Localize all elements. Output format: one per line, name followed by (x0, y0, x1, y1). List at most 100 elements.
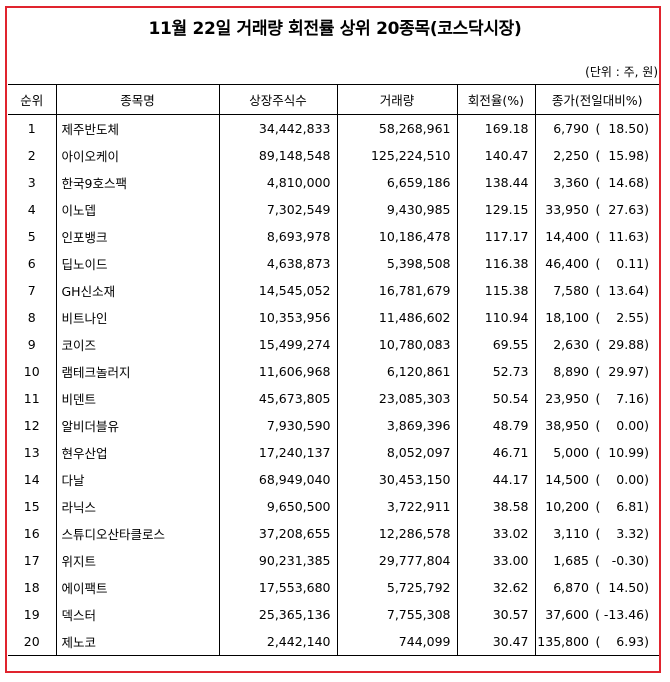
cell-listed-shares: 68,949,040 (218, 466, 338, 493)
close-price: 5,000 (553, 445, 589, 460)
table-body: 1 제주반도체 34,442,833 58,268,961 169.18 6,790 ( 1… (8, 114, 659, 656)
cell-turnover: 50.54 (456, 385, 536, 412)
cell-name: GH신소재 (55, 277, 220, 304)
cell-volume: 10,186,478 (336, 223, 458, 250)
cell-volume: 8,052,097 (336, 439, 458, 466)
cell-name: 코이즈 (55, 331, 220, 358)
close-change: ( 0.00) (595, 472, 649, 487)
cell-close: 7,580 ( 13.64) (534, 277, 659, 304)
cell-listed-shares: 4,810,000 (218, 169, 338, 196)
cell-listed-shares: 89,148,548 (218, 142, 338, 169)
close-change: ( 18.50) (595, 121, 650, 136)
cell-name: 알비더블유 (55, 412, 220, 439)
cell-close: 33,950 ( 27.63) (534, 196, 659, 223)
cell-close: 2,630 ( 29.88) (534, 331, 659, 358)
cell-close: 14,500 ( 0.00) (534, 466, 659, 493)
cell-listed-shares: 45,673,805 (218, 385, 338, 412)
close-price: 46,400 (545, 256, 589, 271)
column-header-turnover: 회전율(%) (456, 84, 536, 115)
cell-listed-shares: 10,353,956 (218, 304, 338, 331)
table-row: 18 에이팩트 17,553,680 5,725,792 32.62 6,870 ( 14.… (8, 574, 659, 601)
cell-volume: 5,725,792 (336, 574, 458, 601)
cell-volume: 3,869,396 (336, 412, 458, 439)
cell-close: 2,250 ( 15.98) (534, 142, 659, 169)
close-change: ( 14.50) (595, 580, 650, 595)
cell-volume: 11,486,602 (336, 304, 458, 331)
cell-rank: 5 (8, 223, 57, 250)
table-row: 9 코이즈 15,499,274 10,780,083 69.55 2,630 ( 29.8… (8, 331, 659, 358)
cell-name: 아이오케이 (55, 142, 220, 169)
cell-rank: 14 (8, 466, 57, 493)
cell-name: 이노뎁 (55, 196, 220, 223)
cell-rank: 12 (8, 412, 57, 439)
table-row: 13 현우산업 17,240,137 8,052,097 46.71 5,000 ( 10.… (8, 439, 659, 466)
cell-name: 덱스터 (55, 601, 220, 628)
cell-rank: 19 (8, 601, 57, 628)
table-row: 3 한국9호스팩 4,810,000 6,659,186 138.44 3,360 ( 14… (8, 169, 659, 196)
cell-listed-shares: 15,499,274 (218, 331, 338, 358)
cell-rank: 6 (8, 250, 57, 277)
ranking-table: 순위 종목명 상장주식수 거래량 회전율(%) 종가(전일대비%) 1 제주반도체… (8, 84, 659, 656)
cell-close: 10,200 ( 6.81) (534, 493, 659, 520)
close-change: ( 6.93) (595, 634, 649, 649)
close-price: 38,950 (545, 418, 589, 433)
cell-volume: 5,398,508 (336, 250, 458, 277)
cell-close: 6,870 ( 14.50) (534, 574, 659, 601)
cell-name: 비트나인 (55, 304, 220, 331)
close-price: 1,685 (553, 553, 589, 568)
cell-turnover: 138.44 (456, 169, 536, 196)
cell-volume: 23,085,303 (336, 385, 458, 412)
close-price: 23,950 (545, 391, 589, 406)
cell-rank: 20 (8, 628, 57, 656)
cell-listed-shares: 11,606,968 (218, 358, 338, 385)
cell-turnover: 115.38 (456, 277, 536, 304)
close-price: 6,870 (553, 580, 589, 595)
table-row: 1 제주반도체 34,442,833 58,268,961 169.18 6,790 ( 1… (8, 114, 659, 142)
close-change: ( 13.64) (595, 283, 650, 298)
cell-listed-shares: 2,442,140 (218, 628, 338, 656)
cell-rank: 4 (8, 196, 57, 223)
cell-name: 라닉스 (55, 493, 220, 520)
table-row: 14 다날 68,949,040 30,453,150 44.17 14,500 ( 0.0… (8, 466, 659, 493)
cell-name: 제노코 (55, 628, 220, 656)
table-row: 11 비덴트 45,673,805 23,085,303 50.54 23,950 ( 7.… (8, 385, 659, 412)
cell-turnover: 52.73 (456, 358, 536, 385)
cell-name: 현우산업 (55, 439, 220, 466)
close-change: ( -13.46) (594, 607, 649, 622)
cell-listed-shares: 9,650,500 (218, 493, 338, 520)
close-change: ( 27.63) (595, 202, 650, 217)
cell-listed-shares: 7,930,590 (218, 412, 338, 439)
cell-rank: 1 (8, 114, 57, 142)
close-change: ( 3.32) (595, 526, 649, 541)
cell-listed-shares: 37,208,655 (218, 520, 338, 547)
cell-volume: 6,659,186 (336, 169, 458, 196)
close-change: ( 15.98) (595, 148, 650, 163)
table-row: 12 알비더블유 7,930,590 3,869,396 48.79 38,950 ( 0.… (8, 412, 659, 439)
column-header-name: 종목명 (55, 84, 220, 115)
close-change: ( 0.00) (595, 418, 649, 433)
cell-turnover: 140.47 (456, 142, 536, 169)
table-row: 15 라닉스 9,650,500 3,722,911 38.58 10,200 ( 6.81… (8, 493, 659, 520)
cell-rank: 8 (8, 304, 57, 331)
cell-name: 다날 (55, 466, 220, 493)
cell-name: 한국9호스팩 (55, 169, 220, 196)
close-price: 135,800 (537, 634, 589, 649)
close-price: 33,950 (545, 202, 589, 217)
cell-close: 23,950 ( 7.16) (534, 385, 659, 412)
cell-volume: 16,781,679 (336, 277, 458, 304)
close-price: 2,250 (553, 148, 589, 163)
cell-rank: 16 (8, 520, 57, 547)
cell-name: 제주반도체 (55, 114, 220, 142)
cell-volume: 12,286,578 (336, 520, 458, 547)
table-row: 8 비트나인 10,353,956 11,486,602 110.94 18,100 ( 2… (8, 304, 659, 331)
unit-note: (단위 : 주, 원) (585, 65, 658, 79)
cell-turnover: 44.17 (456, 466, 536, 493)
table-row: 17 위지트 90,231,385 29,777,804 33.00 1,685 ( -0.… (8, 547, 659, 574)
document-frame (5, 6, 661, 673)
cell-rank: 2 (8, 142, 57, 169)
cell-name: 에이팩트 (55, 574, 220, 601)
close-change: ( 10.99) (595, 445, 650, 460)
cell-close: 5,000 ( 10.99) (534, 439, 659, 466)
table-row: 4 이노뎁 7,302,549 9,430,985 129.15 33,950 ( 27.6… (8, 196, 659, 223)
cell-turnover: 110.94 (456, 304, 536, 331)
